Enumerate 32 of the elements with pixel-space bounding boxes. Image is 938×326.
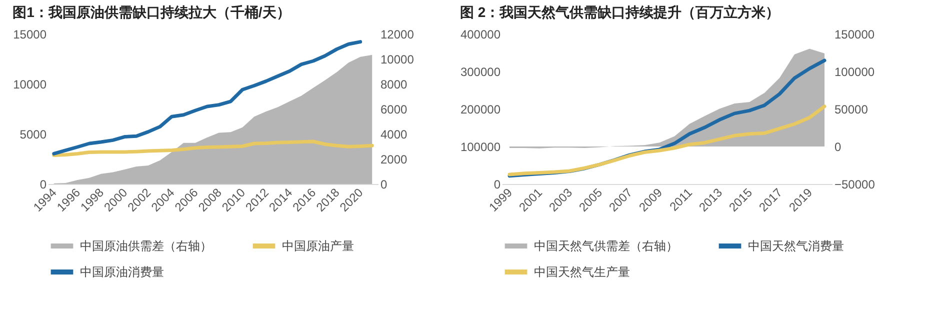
y2-tick-label: 12000 — [380, 28, 414, 42]
legend-label: 中国原油供需差（右轴） — [80, 239, 212, 253]
y2-tick-label: 0 — [834, 140, 842, 154]
y-tick-label: 10000 — [13, 78, 47, 92]
legend-label: 中国天然气消费量 — [748, 239, 844, 253]
y2-tick-label: 2000 — [380, 152, 408, 166]
legend-label: 中国原油产量 — [282, 239, 354, 253]
y2-tick-label: −50000 — [834, 178, 876, 192]
y-tick-label: 0 — [494, 178, 501, 192]
legend-label: 中国原油消费量 — [80, 265, 164, 279]
y2-tick-label: 6000 — [380, 102, 408, 116]
y-tick-label: 0 — [40, 178, 47, 192]
y2-tick-label: 150000 — [834, 28, 875, 42]
line-series — [508, 104, 826, 176]
y2-tick-label: 4000 — [380, 128, 408, 142]
y2-tick-label: 50000 — [834, 102, 868, 116]
chart-title: 图1：我国原油供需缺口持续拉大（千桶/天） — [12, 4, 290, 20]
y-tick-label: 200000 — [460, 102, 501, 116]
y-tick-label: 400000 — [460, 28, 501, 42]
y2-tick-label: 10000 — [380, 52, 414, 66]
y-tick-label: 300000 — [460, 65, 501, 79]
legend-label: 中国天然气生产量 — [534, 265, 630, 279]
y-tick-label: 5000 — [20, 128, 47, 142]
line-series — [52, 140, 374, 158]
y2-tick-label: 0 — [380, 178, 388, 192]
y-tick-label: 100000 — [460, 140, 501, 154]
y2-tick-label: 100000 — [834, 65, 875, 79]
y-tick-label: 15000 — [13, 28, 47, 42]
legend-label: 中国天然气供需差（右轴） — [534, 239, 678, 253]
chart-title: 图 2：我国天然气供需缺口持续提升（百万立方米） — [460, 4, 780, 20]
line-series — [52, 40, 362, 156]
y2-tick-label: 8000 — [380, 78, 408, 92]
